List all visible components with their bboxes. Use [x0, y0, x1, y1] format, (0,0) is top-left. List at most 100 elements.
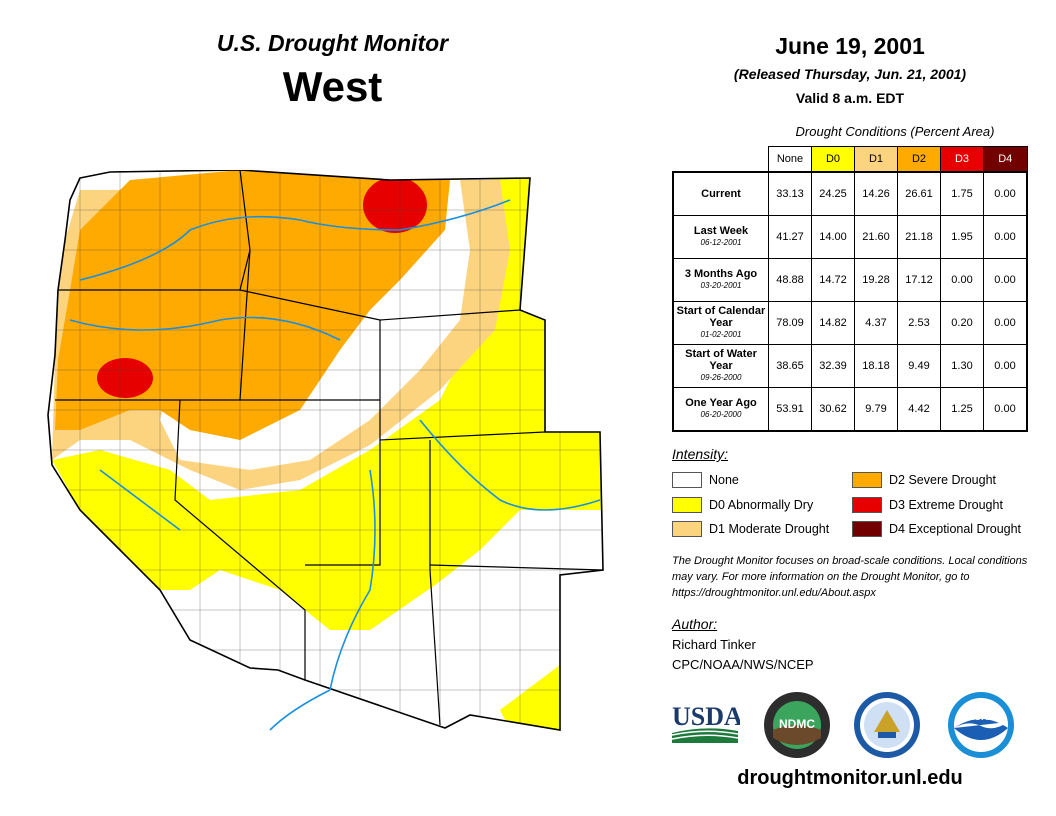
legend-label: D4 Exceptional Drought	[889, 522, 1022, 536]
legend-item: D2 Severe Drought	[852, 471, 996, 489]
cell-value: 0.00	[940, 258, 984, 302]
ndmc-logo-text: NDMC	[779, 717, 815, 731]
row-label: 3 Months Ago 03-20-2001	[673, 258, 769, 302]
legend-label: D3 Extreme Drought	[889, 498, 1003, 512]
legend-label: D2 Severe Drought	[889, 473, 997, 487]
drought-area-d3-oregon	[97, 358, 153, 398]
legend-item: None	[672, 471, 739, 489]
cell-value: 32.39	[811, 344, 855, 388]
legend-swatch	[852, 472, 882, 488]
cell-value: 14.26	[854, 171, 898, 216]
row-date: 06-20-2000	[700, 410, 742, 419]
usda-logo-text: USDA	[672, 702, 740, 731]
cell-value: 4.37	[854, 301, 898, 345]
row-label: Current	[673, 171, 769, 216]
cell-value: 38.65	[768, 344, 812, 388]
row-label-text: Start of Calendar Year	[676, 305, 766, 329]
drought-area-d1-south	[560, 680, 603, 730]
row-label: Last Week 06-12-2001	[673, 215, 769, 259]
table-row: Start of Water Year 09-26-2000 38.65 32.39 1…	[673, 344, 1028, 388]
legend-label: None	[709, 473, 739, 487]
legend-swatch	[672, 472, 702, 488]
cell-value: 18.18	[854, 344, 898, 388]
legend-swatch	[672, 497, 702, 513]
cell-value: 2.53	[897, 301, 941, 345]
cell-value: 1.75	[940, 171, 984, 216]
legend-swatch	[852, 521, 882, 537]
cell-value: 0.00	[983, 387, 1028, 432]
drought-area-d1	[52, 180, 510, 490]
cell-value: 0.20	[940, 301, 984, 345]
row-date: 09-26-2000	[700, 373, 742, 382]
row-label-text: One Year Ago	[685, 397, 757, 409]
table-row: Current 33.13 24.25 14.26 26.61 1.75 0.00	[673, 171, 1028, 216]
cell-value: 0.00	[983, 258, 1028, 302]
drought-map	[47, 170, 604, 731]
cell-value: 9.49	[897, 344, 941, 388]
cell-value: 41.27	[768, 215, 812, 259]
row-label-text: Start of Water Year	[685, 348, 757, 372]
map-date: June 19, 2001	[775, 33, 925, 59]
column-header-d1: D1	[854, 146, 898, 173]
legend-label: D0 Abnormally Dry	[709, 498, 814, 512]
cell-value: 14.72	[811, 258, 855, 302]
column-header-d2: D2	[897, 146, 941, 173]
legend-item: D3 Extreme Drought	[852, 496, 1003, 514]
table-row: One Year Ago 06-20-2000 53.91 30.62 9.79 4.42…	[673, 387, 1028, 432]
cell-value: 0.00	[983, 301, 1028, 345]
column-header-d3: D3	[940, 146, 984, 173]
column-header-d0: D0	[811, 146, 855, 173]
rivers	[69, 199, 601, 731]
row-label: Start of Water Year 09-26-2000	[673, 344, 769, 388]
row-date: 01-02-2001	[700, 330, 742, 339]
cell-value: 14.00	[811, 215, 855, 259]
cell-value: 4.42	[897, 387, 941, 432]
legend-label: D1 Moderate Drought	[709, 522, 830, 536]
cell-value: 1.95	[940, 215, 984, 259]
table-row: 3 Months Ago 03-20-2001 48.88 14.72 19.28 17.…	[673, 258, 1028, 302]
conditions-table: None D0 D1 D2 D3 D4 Current 33.13 24.25 14.26 26.…	[672, 146, 1028, 432]
cell-value: 19.28	[854, 258, 898, 302]
cell-value: 14.82	[811, 301, 855, 345]
table-row: Last Week 06-12-2001 41.27 14.00 21.60 21.18 1…	[673, 215, 1028, 259]
disclaimer-note: The Drought Monitor focuses on broad-sca…	[672, 555, 1028, 599]
county-lines	[48, 170, 603, 730]
region-title: West	[282, 63, 383, 110]
cell-value: 21.60	[854, 215, 898, 259]
commerce-seal	[854, 692, 920, 758]
row-date: 03-20-2001	[700, 281, 742, 290]
author-org: CPC/NOAA/NWS/NCEP	[672, 657, 814, 672]
drought-area-d0	[52, 178, 603, 630]
release-date: (Released Thursday, Jun. 21, 2001)	[733, 66, 967, 82]
cell-value: 24.25	[811, 171, 855, 216]
row-label-text: Last Week	[693, 225, 749, 237]
cell-value: 0.00	[983, 171, 1028, 216]
drought-area-d3-montana	[363, 177, 427, 233]
cell-value: 1.30	[940, 344, 984, 388]
row-label: Start of Calendar Year 01-02-2001	[673, 301, 769, 345]
row-label: One Year Ago 06-20-2000	[673, 387, 769, 432]
author-name: Richard Tinker	[672, 637, 756, 652]
column-header-none: None	[768, 146, 812, 173]
legend-swatch	[672, 521, 702, 537]
legend-item: D1 Moderate Drought	[672, 520, 829, 538]
legend-item: D0 Abnormally Dry	[672, 496, 813, 514]
cell-value: 1.25	[940, 387, 984, 432]
cell-value: 78.09	[768, 301, 812, 345]
column-header-d4: D4	[983, 146, 1028, 173]
legend-item: D4 Exceptional Drought	[852, 520, 1021, 538]
cell-value: 0.00	[983, 344, 1028, 388]
state-boundaries	[47, 170, 604, 731]
row-label-text: 3 Months Ago	[684, 268, 758, 280]
conditions-body: Current 33.13 24.25 14.26 26.61 1.75 0.00 Last …	[673, 171, 1028, 432]
usda-logo: USDA	[671, 702, 740, 743]
cell-value: 17.12	[897, 258, 941, 302]
cell-value: 33.13	[768, 171, 812, 216]
cell-value: 26.61	[897, 171, 941, 216]
website-url[interactable]: droughtmonitor.unl.edu	[737, 767, 963, 789]
table-row: Start of Calendar Year 01-02-2001 78.09 14.…	[673, 301, 1028, 345]
noaa-logo-text: NOAA	[968, 712, 995, 722]
valid-time: Valid 8 a.m. EDT	[795, 90, 905, 106]
legend-swatch	[852, 497, 882, 513]
intensity-title: Intensity:	[672, 446, 729, 462]
